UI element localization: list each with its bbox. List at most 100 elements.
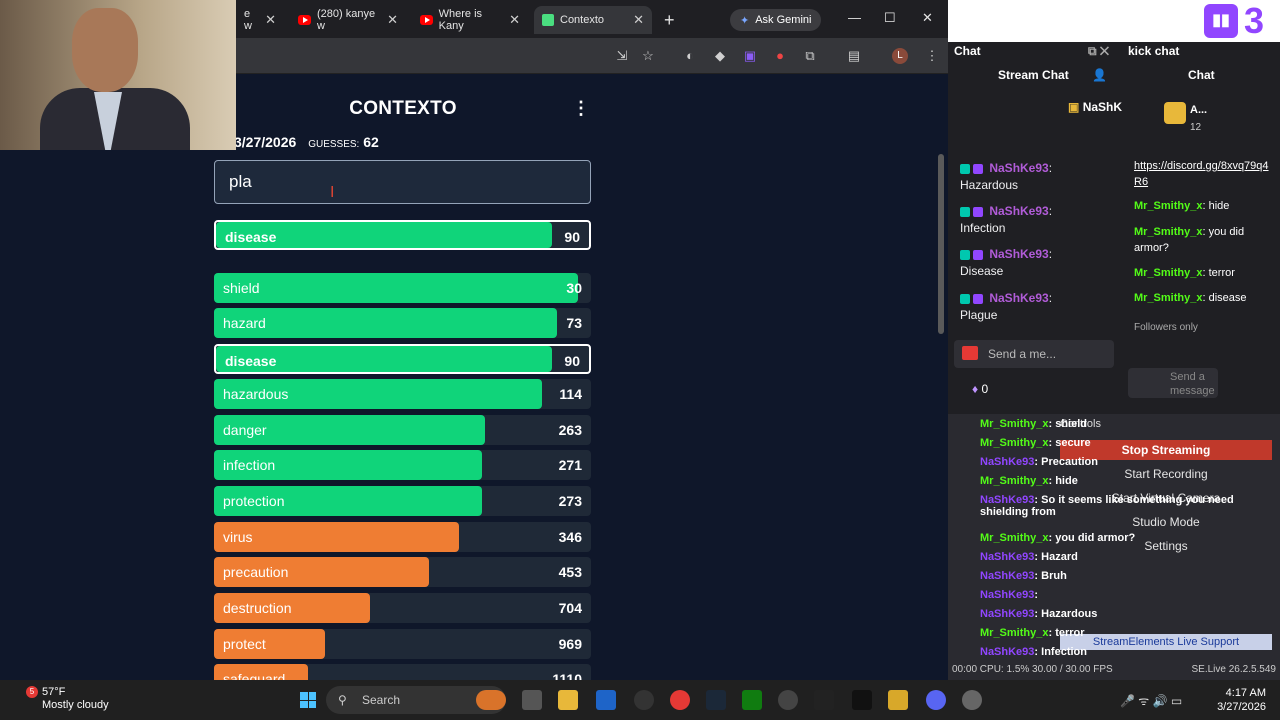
badge-icon [973, 206, 983, 217]
stop-streaming-button[interactable]: Stop Streaming [1060, 440, 1272, 460]
profile-avatar[interactable]: L [892, 48, 908, 64]
7zip-icon[interactable] [814, 690, 834, 710]
app-icon[interactable] [778, 690, 798, 710]
discord-link[interactable]: https://discord.gg/8xvq79q4R6 [1134, 160, 1269, 188]
close-tab-icon[interactable]: ✕ [387, 12, 398, 27]
system-tray-icons[interactable]: 🎤 ᯤ 🔊 ▭ [1120, 694, 1183, 708]
similarity-bar [214, 486, 482, 516]
twitch-logo-icon: ▮▮ [1204, 4, 1238, 38]
address-bar: ⇲ ☆ ◐ ◆ ▣ ● ⧉ ▤ L ⋮ [236, 38, 948, 74]
steam-icon[interactable] [706, 690, 726, 710]
chat-username[interactable]: NaShKe93 [989, 204, 1049, 218]
extension-icon[interactable]: ◆ [715, 48, 725, 63]
similarity-bar [214, 415, 486, 445]
settings-button[interactable]: Settings [1144, 539, 1188, 553]
app-icon[interactable] [888, 690, 908, 710]
weather-widget[interactable]: 57°F Mostly cloudy [42, 686, 109, 712]
guess-rank: 114 [559, 386, 582, 402]
guess-input[interactable] [214, 160, 591, 204]
close-tab-icon[interactable]: ✕ [265, 12, 276, 27]
similarity-bar [214, 557, 429, 587]
logo-number: 3 [1244, 0, 1265, 41]
chat-users-icon[interactable]: 👤 [1092, 68, 1107, 82]
sidebar-icon[interactable]: ▤ [847, 48, 861, 63]
pinned-user-name: NaShK [1082, 100, 1123, 114]
page-scrollbar[interactable] [938, 154, 944, 334]
chat-message: NaShKe93: Hazardous [960, 161, 1053, 192]
points-value: 0 [981, 382, 989, 396]
guess-row: destruction 704 [214, 593, 591, 623]
browser-tab[interactable]: (280) kanye w ✕ [290, 6, 406, 34]
taskbar-clock[interactable]: 4:17 AM 3/27/2026 [1217, 686, 1266, 714]
badge-icon [960, 206, 970, 217]
chat-docks: ▮▮ 3 Chat ⧉ ✕ kick chat Stream Chat 👤 Ch… [948, 0, 1280, 680]
store-icon[interactable] [596, 690, 616, 710]
kick-send-input[interactable]: Send a message [1128, 368, 1218, 398]
install-app-icon[interactable]: ⇲ [616, 48, 628, 63]
start-recording-button[interactable]: Start Recording [1124, 467, 1208, 481]
overlay-username: NaShKe93 [980, 551, 1035, 563]
browser-tab[interactable]: e w ✕ [236, 6, 284, 34]
maximize-button[interactable]: ☐ [884, 10, 896, 25]
minimize-button[interactable]: — [848, 10, 861, 25]
chat-username[interactable]: NaShKe93 [989, 291, 1049, 305]
file-explorer-icon[interactable] [558, 690, 578, 710]
windows-start-icon[interactable] [300, 692, 316, 708]
discord-icon[interactable] [926, 690, 946, 710]
close-tab-icon[interactable]: ✕ [509, 12, 520, 27]
browser-tab-active[interactable]: Contexto ✕ [534, 6, 652, 34]
twitch-send-input[interactable]: Send a me... [954, 340, 1114, 368]
studio-mode-button[interactable]: Studio Mode [1132, 515, 1200, 529]
guess-row: disease 90 [214, 344, 591, 374]
epic-games-icon[interactable] [852, 690, 872, 710]
guess-row: hazard 73 [214, 308, 591, 338]
new-tab-button[interactable]: + [664, 9, 675, 30]
tab-label: (280) kanye w [316, 8, 376, 32]
guess-rank: 73 [566, 315, 582, 331]
close-tab-icon[interactable]: ✕ [633, 12, 644, 27]
kick-message: Mr_Smithy_x: disease [1134, 292, 1247, 304]
overlay-text: : Precaution [1034, 456, 1098, 468]
stream-chat-header: Stream Chat [998, 68, 1069, 82]
xbox-icon[interactable] [742, 690, 762, 710]
record-extension-icon[interactable]: ● [776, 48, 784, 63]
kick-username[interactable]: Mr_Smithy_x [1134, 200, 1203, 212]
kick-username[interactable]: Mr_Smithy_x [1134, 292, 1203, 304]
browser-tab[interactable]: Where is Kany ✕ [412, 6, 528, 34]
overlay-message: NaShKe93: Precaution [980, 456, 1098, 468]
badge-icon [960, 249, 970, 260]
obs-controls-dock: Controls Stop Streaming Start Recording … [948, 414, 1280, 680]
obs-icon[interactable] [634, 690, 654, 710]
chat-username[interactable]: NaShKe93 [989, 161, 1049, 175]
browser-menu-icon[interactable]: ⋮ [925, 48, 939, 63]
bookmark-star-icon[interactable]: ☆ [642, 48, 654, 63]
kick-username[interactable]: Mr_Smithy_x [1134, 267, 1203, 279]
extensions-puzzle-icon[interactable]: ⧉ [805, 48, 815, 63]
similarity-bar [214, 629, 326, 659]
widget-icon[interactable] [476, 690, 506, 710]
overlay-text: : you did armor? [1048, 532, 1136, 544]
chat-username[interactable]: NaShKe93 [989, 247, 1049, 261]
extension-icon[interactable]: ◐ [686, 48, 694, 63]
gift-icon: ▣ [1068, 100, 1080, 114]
chrome-icon[interactable] [670, 690, 690, 710]
streamelements-support-button[interactable]: StreamElements Live Support [1060, 634, 1272, 650]
overlay-text: : So it seems like something you need sh… [980, 494, 1234, 518]
overlay-text: : hide [1048, 475, 1078, 487]
start-virtual-camera-button[interactable]: Start Virtual Camera [1111, 491, 1221, 505]
ask-gemini-button[interactable]: ✦ Ask Gemini [730, 9, 822, 31]
dock-undock-icon[interactable]: ⧉ ✕ [1088, 44, 1110, 58]
settings-gear-icon[interactable] [962, 690, 982, 710]
guess-word: hazard [223, 315, 266, 331]
close-window-button[interactable]: ✕ [922, 10, 933, 25]
taskview-icon[interactable] [522, 690, 542, 710]
overlay-message: NaShKe93: Hazardous [980, 608, 1097, 620]
search-icon: ⚲ [338, 693, 347, 707]
points-display: ♦ 0 [972, 382, 988, 396]
game-menu-icon[interactable]: ⋮ [572, 98, 590, 118]
webcam-person-head [72, 8, 138, 92]
overlay-message: NaShKe93: Infection [980, 646, 1087, 658]
tab-label: e w [244, 8, 252, 32]
twitch-extension-icon[interactable]: ▣ [743, 48, 757, 63]
kick-username[interactable]: Mr_Smithy_x [1134, 226, 1203, 238]
